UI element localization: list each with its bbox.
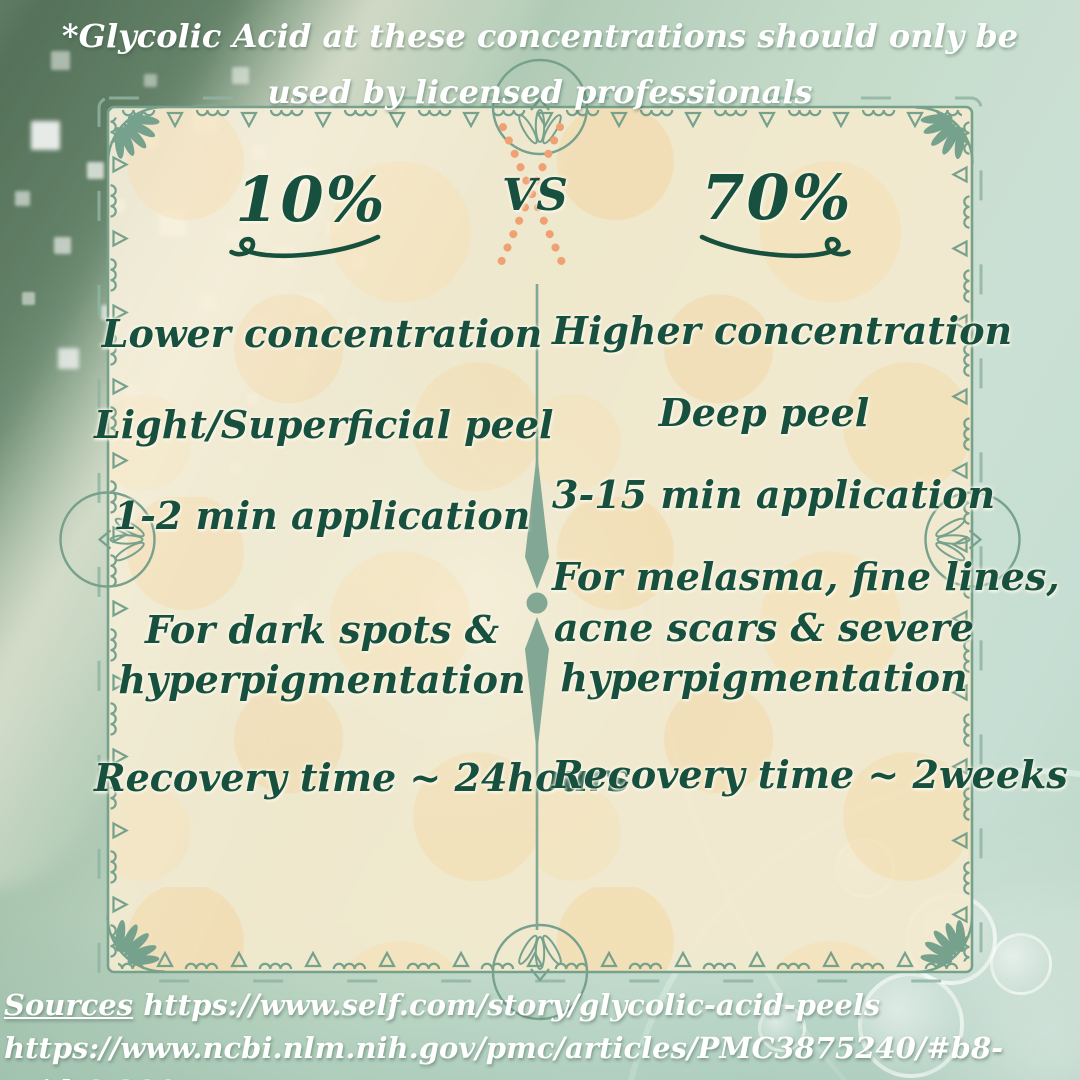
- comparison-item: hyperpigmentation: [118, 657, 526, 702]
- source-line: Sources https://www.self.com/story/glyco…: [4, 984, 1064, 1027]
- sources-block: Sources https://www.self.com/story/glyco…: [4, 984, 1064, 1080]
- scallop-triangle-border: [109, 109, 971, 970]
- right-percentage-title: 70%: [701, 161, 853, 234]
- card-frame-line: [106, 105, 974, 974]
- sources-label: Sources: [4, 988, 134, 1022]
- comparison-item: hyperpigmentation: [560, 655, 968, 700]
- comparison-item: 1-2 min application: [113, 493, 531, 538]
- source-url: https://www.self.com/story/glycolic-acid…: [143, 988, 881, 1022]
- source-url: https://www.ncbi.nlm.nih.gov/pmc/article…: [4, 1031, 1004, 1080]
- vs-label: VS: [502, 170, 568, 221]
- left-percentage-title: 10%: [235, 163, 387, 236]
- comparison-item: Light/Superficial peel: [94, 402, 554, 447]
- comparison-item: Recovery time ~ 24hours: [94, 755, 630, 800]
- disclaimer-note: *Glycolic Acid at these concentrations s…: [61, 17, 1019, 111]
- underline-flourish-icon: [232, 237, 849, 256]
- comparison-item: Lower concentration: [101, 311, 543, 356]
- comparison-item: 3-15 min application: [552, 472, 996, 517]
- dotted-x-icon: [495, 123, 568, 271]
- comparison-item: For dark spots &: [144, 607, 500, 652]
- comparison-item: For melasma, fine lines,: [552, 554, 1060, 599]
- comparison-item: Deep peel: [658, 390, 870, 435]
- water-bubble: [858, 972, 964, 1078]
- column-divider: [525, 284, 549, 930]
- water-bubble: [990, 933, 1052, 995]
- comparison-item: Recovery time ~ 2weeks: [552, 752, 1068, 797]
- comparison-item: acne scars & severe: [553, 605, 975, 650]
- water-bubble: [758, 1004, 806, 1052]
- comparison-item: Higher concentration: [552, 308, 1013, 353]
